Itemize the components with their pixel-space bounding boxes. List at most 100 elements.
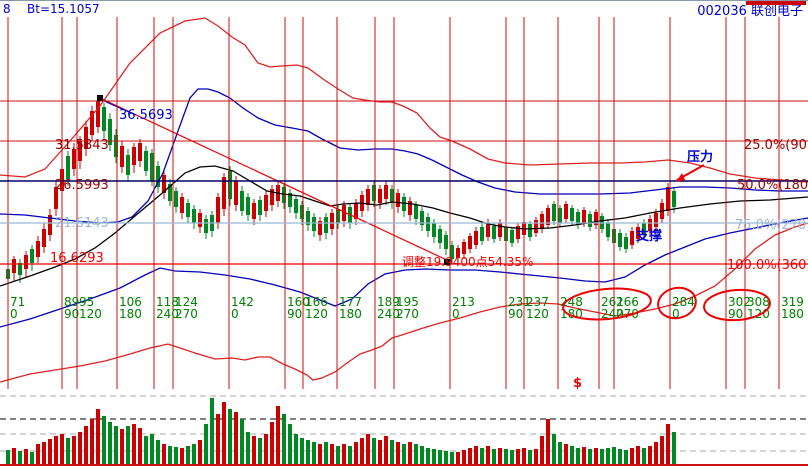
candle-body bbox=[156, 166, 160, 187]
volume-bar bbox=[540, 436, 544, 464]
volume-bar bbox=[468, 448, 472, 464]
candle-body bbox=[72, 149, 76, 169]
volume-bar bbox=[276, 406, 280, 464]
candle-body bbox=[588, 214, 592, 227]
volume-bar bbox=[126, 426, 130, 464]
volume-bar bbox=[42, 442, 46, 464]
candle-body bbox=[528, 224, 532, 237]
volume-bar bbox=[666, 424, 670, 464]
cycle-day-number: 177 bbox=[339, 295, 362, 309]
candle-body bbox=[198, 213, 202, 227]
volume-bar bbox=[372, 438, 376, 464]
volume-bar bbox=[378, 440, 382, 464]
volume-bar bbox=[474, 446, 478, 464]
trendline-handle[interactable] bbox=[444, 259, 450, 265]
volume-bar bbox=[282, 414, 286, 464]
fib-pct-label: 75.0%(270) bbox=[735, 218, 808, 233]
volume-bar bbox=[330, 444, 334, 464]
volume-bar bbox=[672, 432, 676, 464]
cycle-degree-number: 90 bbox=[64, 307, 79, 321]
bt-value-label: Bt=15.1057 bbox=[27, 2, 100, 16]
volume-bar bbox=[72, 436, 76, 464]
volume-bar bbox=[594, 448, 598, 464]
titlebar-red-block bbox=[746, 1, 806, 5]
volume-bar bbox=[216, 414, 220, 464]
dollar-marker: $ bbox=[573, 376, 583, 391]
candle-body bbox=[48, 215, 52, 235]
volume-bar bbox=[396, 442, 400, 464]
cycle-day-number: 160 bbox=[287, 295, 310, 309]
volume-bar bbox=[66, 438, 70, 464]
candle-body bbox=[132, 147, 136, 165]
volume-bar bbox=[546, 419, 550, 464]
volume-bar bbox=[588, 449, 592, 464]
candle-body bbox=[420, 211, 424, 225]
retracement-annotation: 调整19.9400点54.35% bbox=[402, 255, 534, 269]
mid-band-blue-curve bbox=[0, 88, 808, 224]
cycle-day-number: 248 bbox=[560, 295, 583, 309]
cycle-degree-number: 180 bbox=[339, 307, 362, 321]
volume-bar bbox=[240, 419, 244, 464]
volume-bar bbox=[498, 448, 502, 464]
candle-body bbox=[672, 191, 676, 207]
volume-bar bbox=[78, 432, 82, 464]
candle-body bbox=[450, 245, 454, 259]
period-indicator: 8 bbox=[3, 2, 11, 16]
candle-body bbox=[468, 236, 472, 249]
trendline-handle[interactable] bbox=[97, 95, 103, 101]
fib-price-label: 26.5993 bbox=[55, 178, 109, 193]
volume-bar bbox=[342, 444, 346, 464]
cycle-degree-number: 180 bbox=[781, 307, 804, 321]
cycle-day-number: 308 bbox=[747, 295, 770, 309]
candle-body bbox=[114, 135, 118, 157]
cycle-degree-number: 180 bbox=[119, 307, 142, 321]
down-trendline[interactable] bbox=[99, 97, 450, 262]
cycle-day-number: 71 bbox=[10, 295, 25, 309]
cycle-degree-number: 90 bbox=[728, 307, 743, 321]
candle-body bbox=[372, 185, 376, 201]
candle-body bbox=[264, 195, 268, 211]
fib-price-label: 21.6143 bbox=[55, 216, 109, 231]
cycle-degree-number: 240 bbox=[377, 307, 400, 321]
candle-body bbox=[540, 214, 544, 229]
candle-body bbox=[192, 209, 196, 223]
volume-bar bbox=[582, 447, 586, 464]
candle-body bbox=[630, 231, 634, 245]
peak-label-pointer bbox=[103, 100, 137, 116]
candle-body bbox=[444, 235, 448, 249]
candle-body bbox=[84, 127, 88, 149]
volume-bar bbox=[552, 434, 556, 464]
volume-bar bbox=[270, 422, 274, 464]
cycle-day-number: 142 bbox=[231, 295, 254, 309]
volume-bar bbox=[444, 451, 448, 464]
candle-body bbox=[414, 205, 418, 219]
volume-bar bbox=[120, 429, 124, 464]
cycle-day-number: 124 bbox=[175, 295, 198, 309]
cycle-day-number: 261 bbox=[601, 295, 624, 309]
volume-bar bbox=[522, 448, 526, 464]
volume-bar bbox=[648, 446, 652, 464]
candle-body bbox=[480, 227, 484, 241]
fib-pct-label: 25.0%(90) bbox=[744, 138, 808, 153]
candle-body bbox=[312, 217, 316, 231]
volume-bar bbox=[174, 447, 178, 464]
pressure-annotation: 压力 bbox=[687, 150, 714, 165]
candle-body bbox=[42, 229, 46, 247]
candle-body bbox=[102, 107, 106, 131]
candle-body bbox=[66, 156, 70, 179]
cycle-day-number: 213 bbox=[452, 295, 475, 309]
volume-bar bbox=[186, 446, 190, 464]
volume-bar bbox=[630, 448, 634, 464]
fib-price-label: 36.5693 bbox=[119, 108, 173, 123]
candle-body bbox=[78, 141, 82, 161]
volume-bar bbox=[84, 426, 88, 464]
volume-bar bbox=[168, 446, 172, 464]
candle-body bbox=[378, 189, 382, 203]
candle-body bbox=[552, 204, 556, 221]
candle-body bbox=[486, 223, 490, 237]
candle-body bbox=[252, 203, 256, 219]
cycle-degree-number: 120 bbox=[526, 307, 549, 321]
candle-body bbox=[12, 259, 16, 273]
candle-body bbox=[144, 151, 148, 171]
